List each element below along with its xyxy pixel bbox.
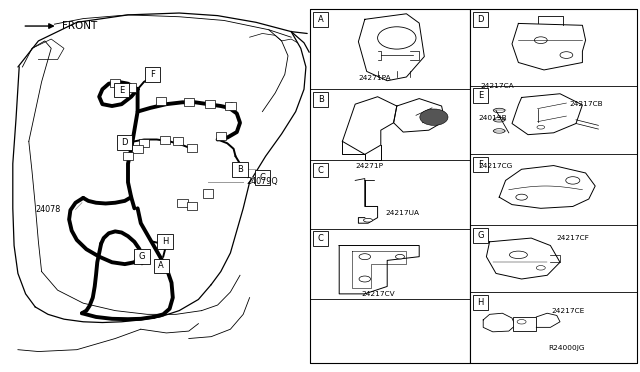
Text: 24271PA: 24271PA [358,75,391,81]
Ellipse shape [493,118,505,122]
Text: FRONT: FRONT [62,21,97,31]
Bar [313,231,328,246]
Bar [134,249,150,264]
Bar [117,135,132,150]
Bar [126,83,136,92]
Bar [110,79,120,87]
Ellipse shape [359,276,371,282]
Text: 24217CB: 24217CB [570,101,604,107]
Text: 24217UA: 24217UA [385,210,419,216]
Bar [470,9,637,363]
Bar [154,259,169,273]
Ellipse shape [560,52,573,58]
Text: B: B [237,165,243,174]
Text: E: E [478,91,483,100]
Bar [132,145,143,153]
Ellipse shape [517,320,526,324]
Circle shape [378,27,416,49]
Text: 24217CG: 24217CG [479,163,513,169]
Bar [225,102,236,110]
Bar [145,67,160,82]
Bar [313,163,328,177]
Bar [513,317,536,331]
Text: 24217CA: 24217CA [480,83,514,89]
Ellipse shape [566,177,580,184]
Text: 24019B: 24019B [479,115,508,121]
Text: G: G [477,231,484,240]
Text: E: E [119,86,124,94]
Text: H: H [162,237,168,246]
Ellipse shape [537,125,545,129]
Bar [173,137,183,145]
Bar [160,136,170,144]
Ellipse shape [359,254,371,260]
Bar [187,202,197,210]
Bar [313,12,328,27]
Wedge shape [420,109,448,125]
Text: H: H [477,298,484,307]
Ellipse shape [536,266,545,270]
Bar [255,170,270,185]
Bar [177,199,188,207]
Text: C: C [317,234,324,243]
Text: 24217CE: 24217CE [552,308,585,314]
Text: 24271P: 24271P [355,163,383,169]
Text: F: F [478,160,483,169]
Text: B: B [317,95,324,104]
Bar [203,189,213,198]
Text: 24217CF: 24217CF [557,235,589,241]
Bar [123,152,133,160]
Ellipse shape [509,251,527,259]
Bar [184,98,194,106]
Bar [310,9,470,363]
Bar [114,83,129,97]
Ellipse shape [516,194,527,200]
Bar [216,132,226,140]
Bar [473,157,488,172]
Ellipse shape [534,37,547,44]
Text: 24079Q: 24079Q [246,177,278,186]
Bar [473,228,488,243]
Bar [156,97,166,105]
Text: C: C [259,173,266,182]
Text: 24217CV: 24217CV [362,291,396,297]
Ellipse shape [364,218,372,222]
Text: F: F [150,70,155,79]
Bar [473,295,488,310]
Ellipse shape [493,108,505,113]
Text: D: D [122,138,128,147]
Text: 24078: 24078 [36,205,61,214]
Bar [473,12,488,27]
Text: A: A [159,262,164,270]
Bar [232,162,248,177]
Text: D: D [477,15,484,24]
Ellipse shape [493,129,505,133]
Ellipse shape [396,254,404,259]
Text: A: A [318,15,323,24]
Text: C: C [317,166,324,174]
Text: G: G [139,252,145,261]
Bar [139,139,149,147]
Bar [313,92,328,107]
Bar [187,144,197,152]
Bar [473,88,488,103]
Bar [205,100,215,108]
Text: R24000JG: R24000JG [548,345,584,351]
Bar [157,234,173,249]
